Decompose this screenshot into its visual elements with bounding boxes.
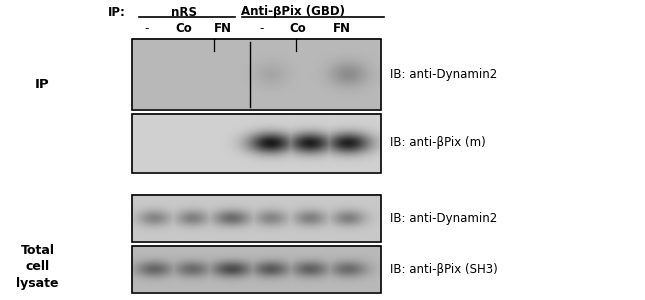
Text: nRS: nRS [171,5,197,19]
Text: IB: anti-βPix (m): IB: anti-βPix (m) [390,136,486,149]
Text: Anti-βPix (GBD): Anti-βPix (GBD) [241,5,346,19]
Text: IB: anti-Dynamin2: IB: anti-Dynamin2 [390,212,497,225]
Bar [132,114,381,172]
Text: -: - [259,22,263,35]
Bar [132,195,381,242]
Text: IB: anti-βPix (SH3): IB: anti-βPix (SH3) [390,263,498,276]
Text: FN: FN [213,22,232,35]
Text: IB: anti-Dynamin2: IB: anti-Dynamin2 [390,68,497,81]
Bar [132,39,381,110]
Text: FN: FN [333,22,351,35]
Text: IP: IP [35,77,49,91]
Text: Total
cell
lysate: Total cell lysate [16,244,59,290]
Bar [132,246,381,292]
Text: Co: Co [290,22,306,35]
Text: Co: Co [175,22,192,35]
Text: -: - [145,22,149,35]
Text: IP:: IP: [108,5,126,19]
